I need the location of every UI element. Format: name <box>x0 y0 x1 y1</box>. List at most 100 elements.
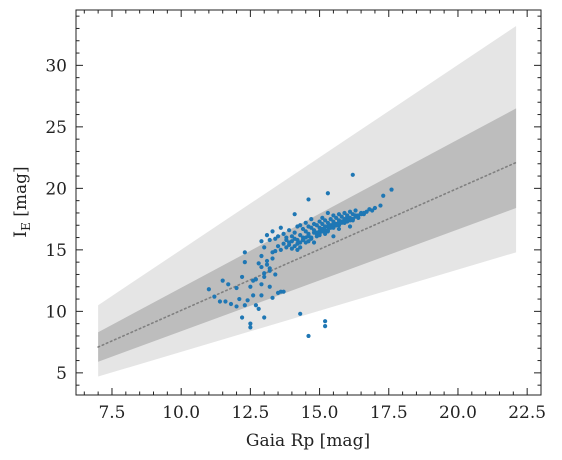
data-point <box>298 223 303 228</box>
plot-frame <box>75 9 542 396</box>
data-point <box>245 298 250 303</box>
data-point <box>334 215 339 220</box>
data-point <box>347 209 353 214</box>
data-point <box>345 214 350 219</box>
trend-line <box>97 161 517 348</box>
data-point <box>206 287 211 292</box>
data-point <box>220 278 225 283</box>
data-point <box>314 223 319 228</box>
data-point <box>242 260 247 265</box>
data-point <box>237 296 242 302</box>
data-point <box>273 272 278 277</box>
x-tick-label: 7.5 <box>98 403 125 423</box>
data-point <box>278 225 283 230</box>
data-point <box>262 245 267 250</box>
data-point <box>248 321 253 326</box>
data-point <box>259 293 264 298</box>
outlier-point <box>306 333 311 339</box>
data-point <box>270 295 275 300</box>
data-point <box>217 299 223 304</box>
data-point <box>278 247 283 252</box>
data-point <box>281 241 286 246</box>
data-point <box>256 306 261 311</box>
data-point <box>300 237 306 243</box>
data-point <box>323 231 328 236</box>
data-point <box>275 234 281 239</box>
data-point <box>309 235 314 240</box>
trend-line-group <box>97 161 517 348</box>
data-point <box>259 253 264 259</box>
x-tick-label: 15.0 <box>301 403 339 423</box>
data-point <box>323 324 328 329</box>
data-point <box>353 213 358 218</box>
data-point <box>248 325 253 330</box>
data-point <box>295 237 300 243</box>
data-point <box>303 240 308 245</box>
data-point <box>353 208 358 213</box>
data-point <box>298 232 303 238</box>
data-point <box>262 274 267 280</box>
y-axis-title-subscript: E <box>19 222 33 231</box>
data-point <box>328 225 333 230</box>
data-point <box>350 172 355 177</box>
data-point <box>292 244 297 249</box>
data-point <box>259 264 264 270</box>
data-point <box>325 191 330 196</box>
data-point <box>264 232 270 238</box>
y-tick-label: 10 <box>45 302 67 322</box>
data-point <box>228 301 234 307</box>
x-tick-label: 12.5 <box>231 403 269 423</box>
data-point <box>378 203 383 208</box>
data-point <box>389 187 394 192</box>
data-point <box>242 303 247 308</box>
data-point <box>331 234 336 239</box>
data-point <box>331 213 336 218</box>
data-point <box>347 224 353 229</box>
data-point <box>270 229 275 234</box>
outlier-point <box>323 319 328 324</box>
data-point <box>242 250 247 255</box>
data-point <box>289 239 294 244</box>
y-tick-label: 15 <box>45 241 67 261</box>
data-point <box>309 217 314 222</box>
data-point <box>262 271 267 276</box>
confidence-bands <box>98 25 517 377</box>
y-tick-label: 20 <box>45 179 67 199</box>
data-point <box>239 315 245 320</box>
data-point <box>223 299 228 304</box>
data-point <box>295 241 300 246</box>
x-tick-label: 17.5 <box>370 403 408 423</box>
data-point <box>345 218 350 223</box>
data-point <box>342 220 347 225</box>
y-axis-ticks: 5 10 15 20 25 30 <box>45 15 541 386</box>
data-point <box>262 315 267 320</box>
data-point <box>226 282 231 287</box>
data-point <box>212 294 217 299</box>
data-point <box>342 210 347 216</box>
data-point <box>300 226 306 232</box>
data-point <box>372 205 378 211</box>
data-point <box>267 237 272 243</box>
x-axis-ticks: 7.5 10.0 12.5 15.0 17.5 20.0 22.5 <box>83 10 546 423</box>
data-point <box>287 242 292 248</box>
data-point <box>292 212 297 217</box>
data-point <box>289 246 294 251</box>
data-point <box>284 245 289 250</box>
data-point <box>350 217 355 222</box>
x-tick-label: 10.0 <box>162 403 200 423</box>
data-point <box>259 239 264 244</box>
data-point <box>325 228 330 233</box>
data-point <box>325 210 330 216</box>
outlier-point <box>298 311 303 316</box>
data-point <box>320 221 325 227</box>
data-point <box>284 235 289 240</box>
data-point <box>239 274 245 280</box>
x-tick-label: 20.0 <box>439 403 477 423</box>
y-tick-label: 30 <box>45 56 67 76</box>
data-point <box>267 268 272 273</box>
data-point <box>270 256 275 261</box>
data-point <box>259 282 264 287</box>
data-point <box>275 290 281 296</box>
data-point <box>325 220 330 225</box>
